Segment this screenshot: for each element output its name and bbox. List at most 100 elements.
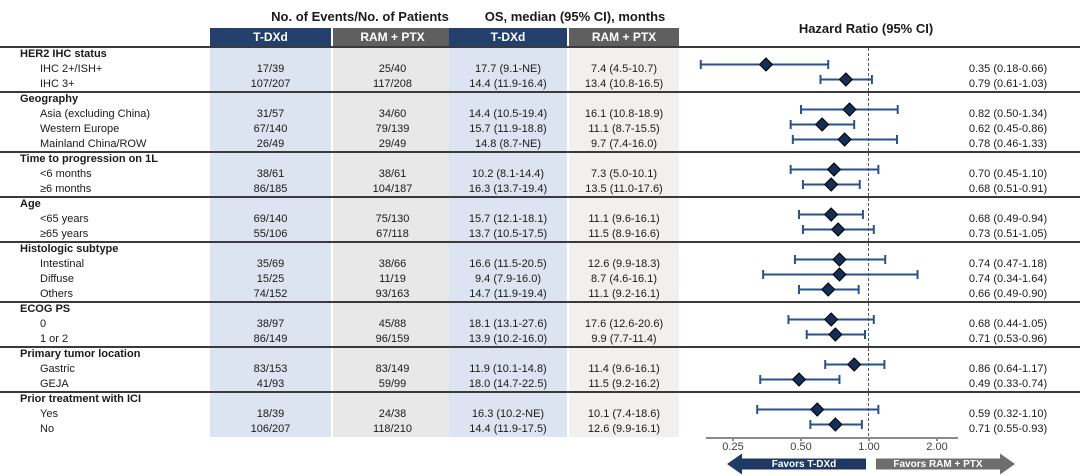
cell-events-ram: 59/99 [378,378,407,390]
cell-os-ram: 13.5 (11.0-17.6) [585,183,663,195]
cell-events-tdxd: 83/153 [253,363,288,375]
cell-events-tdxd: 38/61 [256,168,285,180]
hr-diamond [842,102,857,117]
section-rule [0,301,1080,303]
cell-os-ram: 7.4 (4.5-10.7) [590,63,658,75]
hr-diamond [826,162,842,177]
row-label: 1 or 2 [40,333,69,345]
section-label: HER2 IHC status [20,48,107,60]
cell-events-tdxd: 107/207 [250,78,291,90]
hazard-ratio-header: Hazard Ratio (95% CI) [798,21,934,36]
cell-os-ram: 9.7 (7.4-16.0) [590,138,658,150]
cell-hr-text: 0.68 (0.49-0.94) [968,213,1048,225]
cell-hr-text: 0.68 (0.51-0.91) [968,183,1048,195]
cell-os-ram: 11.4 (9.6-16.1) [588,363,660,375]
cell-os-tdxd: 14.7 (11.9-19.4) [469,288,547,300]
axis-tick [732,437,734,441]
row-label: Diffuse [40,273,75,285]
cell-events-ram: 38/61 [378,168,407,180]
cell-hr-text: 0.73 (0.51-1.05) [968,228,1048,240]
cell-hr-text: 0.82 (0.50-1.34) [968,108,1048,120]
cell-os-ram: 17.6 (12.6-20.6) [584,318,664,330]
cell-hr-text: 0.86 (0.64-1.17) [968,363,1048,375]
cell-os-tdxd: 15.7 (11.9-18.8) [469,123,547,135]
cell-events-tdxd: 55/106 [253,228,288,240]
chip-os-ram: RAM + PTX [569,28,679,47]
cell-events-ram: 24/38 [378,408,407,420]
cell-hr-text: 0.49 (0.33-0.74) [968,378,1048,390]
section-label: Age [20,198,41,210]
cell-events-ram: 38/66 [378,258,407,270]
row-label: ≥65 years [40,228,89,240]
chip-events-ram: RAM + PTX [333,28,452,47]
cell-os-tdxd: 17.7 (9.1-NE) [474,63,542,75]
axis-tick-label: 1.00 [858,441,880,453]
cell-events-ram: 117/208 [373,78,412,90]
cell-hr-text: 0.35 (0.18-0.66) [968,63,1048,75]
cell-events-tdxd: 41/93 [256,378,285,390]
favors-ram-arrow [876,453,1015,475]
favors-tdxd-label: Favors T-DXd [771,459,837,470]
cell-os-ram: 8.7 (4.6-16.1) [590,273,658,285]
axis-tick-label: 0.25 [722,441,744,453]
section-label: Time to progression on 1L [20,153,158,165]
cell-os-tdxd: 13.7 (10.5-17.5) [468,228,548,240]
events-group-header: No. of Events/No. of Patients [271,9,449,24]
cell-hr-text: 0.59 (0.32-1.10) [968,408,1048,420]
cell-events-tdxd: 38/97 [256,318,285,330]
section-label: Geography [20,93,79,105]
cell-os-tdxd: 15.7 (12.1-18.1) [468,213,548,225]
cell-os-tdxd: 14.4 (11.9-16.4) [469,78,547,90]
cell-events-ram: 83/149 [375,363,410,375]
row-label: No [40,423,55,435]
cell-os-tdxd: 14.4 (11.9-17.5) [469,423,547,435]
hr-diamond [814,117,830,132]
axis-tick-label: 0.50 [790,441,812,453]
cell-events-tdxd: 18/39 [256,408,285,420]
hr-diamond [823,207,839,222]
cell-os-ram: 7.3 (5.0-10.1) [590,168,658,180]
cell-os-tdxd: 18.1 (13.1-27.6) [468,318,548,330]
axis-tick-label: 2.00 [926,441,948,453]
cell-events-tdxd: 69/140 [253,213,288,225]
header-rule [0,45,1080,48]
section-rule [0,196,1080,198]
hr-diamond [837,132,852,147]
hr-diamond [823,177,839,192]
row-label: <65 years [40,213,89,225]
hr-diamond [828,417,843,432]
cell-os-ram: 10.1 (7.4-18.6) [587,408,661,420]
hr-diamond [821,282,836,297]
cell-os-tdxd: 14.8 (8.7-NE) [474,138,542,150]
row-label: Western Europe [40,123,120,135]
row-label: Mainland China/ROW [40,138,147,150]
hr-diamond [791,372,807,387]
row-label: Gastric [40,363,75,375]
cell-events-tdxd: 106/207 [250,423,291,435]
cell-events-ram: 75/130 [375,213,410,225]
row-label: GEJA [40,378,69,390]
cell-os-ram: 11.1 (9.6-16.1) [588,213,660,225]
cell-hr-text: 0.74 (0.34-1.64) [968,273,1048,285]
cell-events-ram: 118/210 [373,423,412,435]
cell-os-tdxd: 18.0 (14.7-22.5) [468,378,548,390]
row-label: Asia (excluding China) [40,108,151,120]
cell-os-ram: 11.1 (8.7-15.5) [588,123,660,135]
row-label: <6 months [40,168,92,180]
row-label: Intestinal [40,258,85,270]
chip-os-tdxd: T-DXd [449,28,567,47]
cell-os-ram: 9.9 (7.7-11.4) [591,333,657,345]
cell-os-tdxd: 16.6 (11.5-20.5) [469,258,547,270]
row-label: IHC 3+ [40,78,75,90]
cell-events-tdxd: 74/152 [253,288,288,300]
cell-os-tdxd: 9.4 (7.9-16.0) [474,273,542,285]
cell-events-tdxd: 26/49 [256,138,285,150]
cell-hr-text: 0.70 (0.45-1.10) [968,168,1048,180]
cell-events-tdxd: 86/185 [253,183,288,195]
hr-diamond [823,312,839,327]
favors-ram-label: Favors RAM + PTX [893,459,983,470]
row-label: IHC 2+/ISH+ [40,63,103,75]
section-rule [0,91,1080,93]
section-rule [0,346,1080,348]
